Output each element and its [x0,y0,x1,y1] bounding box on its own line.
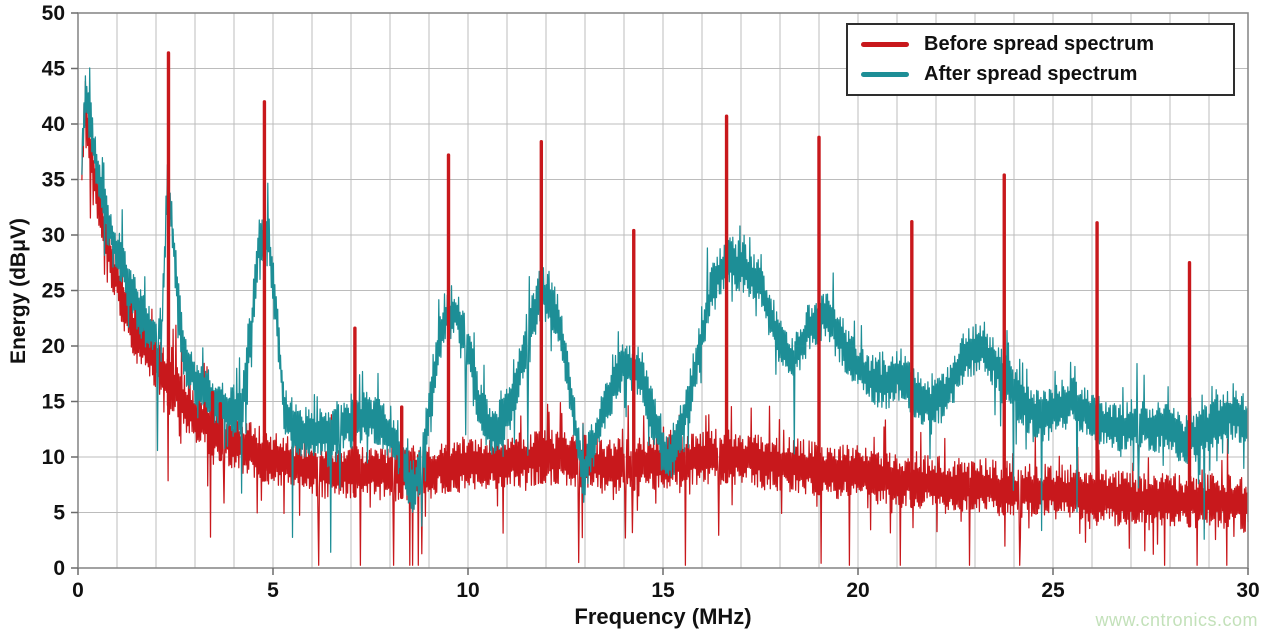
x-tick-label: 30 [1236,579,1259,602]
data-traces [81,51,1249,566]
y-tick-label: 45 [42,58,66,81]
before-series-swatch [861,41,909,47]
y-tick-label: 10 [42,446,65,469]
axis-ticks-and-labels: 0 5 10 15 20 25 30 0 5 10 15 20 25 30 35 40 45 50 [42,2,1260,602]
after-series-swatch [861,72,909,78]
y-tick-label: 5 [53,502,65,525]
harmonic-spikes [166,51,1192,528]
legend-item-before: Before spread spectrum [848,33,1233,56]
x-tick-label: 5 [267,579,279,602]
y-tick-label: 25 [42,280,66,303]
x-tick-label: 20 [846,579,869,602]
y-tick-label: 40 [42,113,65,136]
x-tick-label: 10 [456,579,479,602]
legend-label-before: Before spread spectrum [924,32,1155,55]
y-tick-label: 30 [42,224,65,247]
x-tick-label: 25 [1041,579,1065,602]
x-axis-label: Frequency (MHz) [574,604,751,629]
x-tick-label: 15 [651,579,675,602]
legend: Before spread spectrum After spread spec… [846,23,1235,96]
y-tick-label: 0 [53,557,65,580]
legend-item-after: After spread spectrum [848,63,1233,86]
y-tick-label: 20 [42,335,65,358]
legend-label-after: After spread spectrum [924,63,1138,86]
y-tick-label: 50 [42,2,65,25]
after-spread-trace [81,67,1249,553]
y-tick-label: 35 [42,169,66,192]
y-tick-label: 15 [42,391,66,414]
x-tick-label: 0 [72,579,84,602]
watermark: www.cntronics.com [1095,610,1258,630]
y-axis-label: Energy (dBμV) [7,218,30,364]
before-spread-trace [81,80,1249,566]
